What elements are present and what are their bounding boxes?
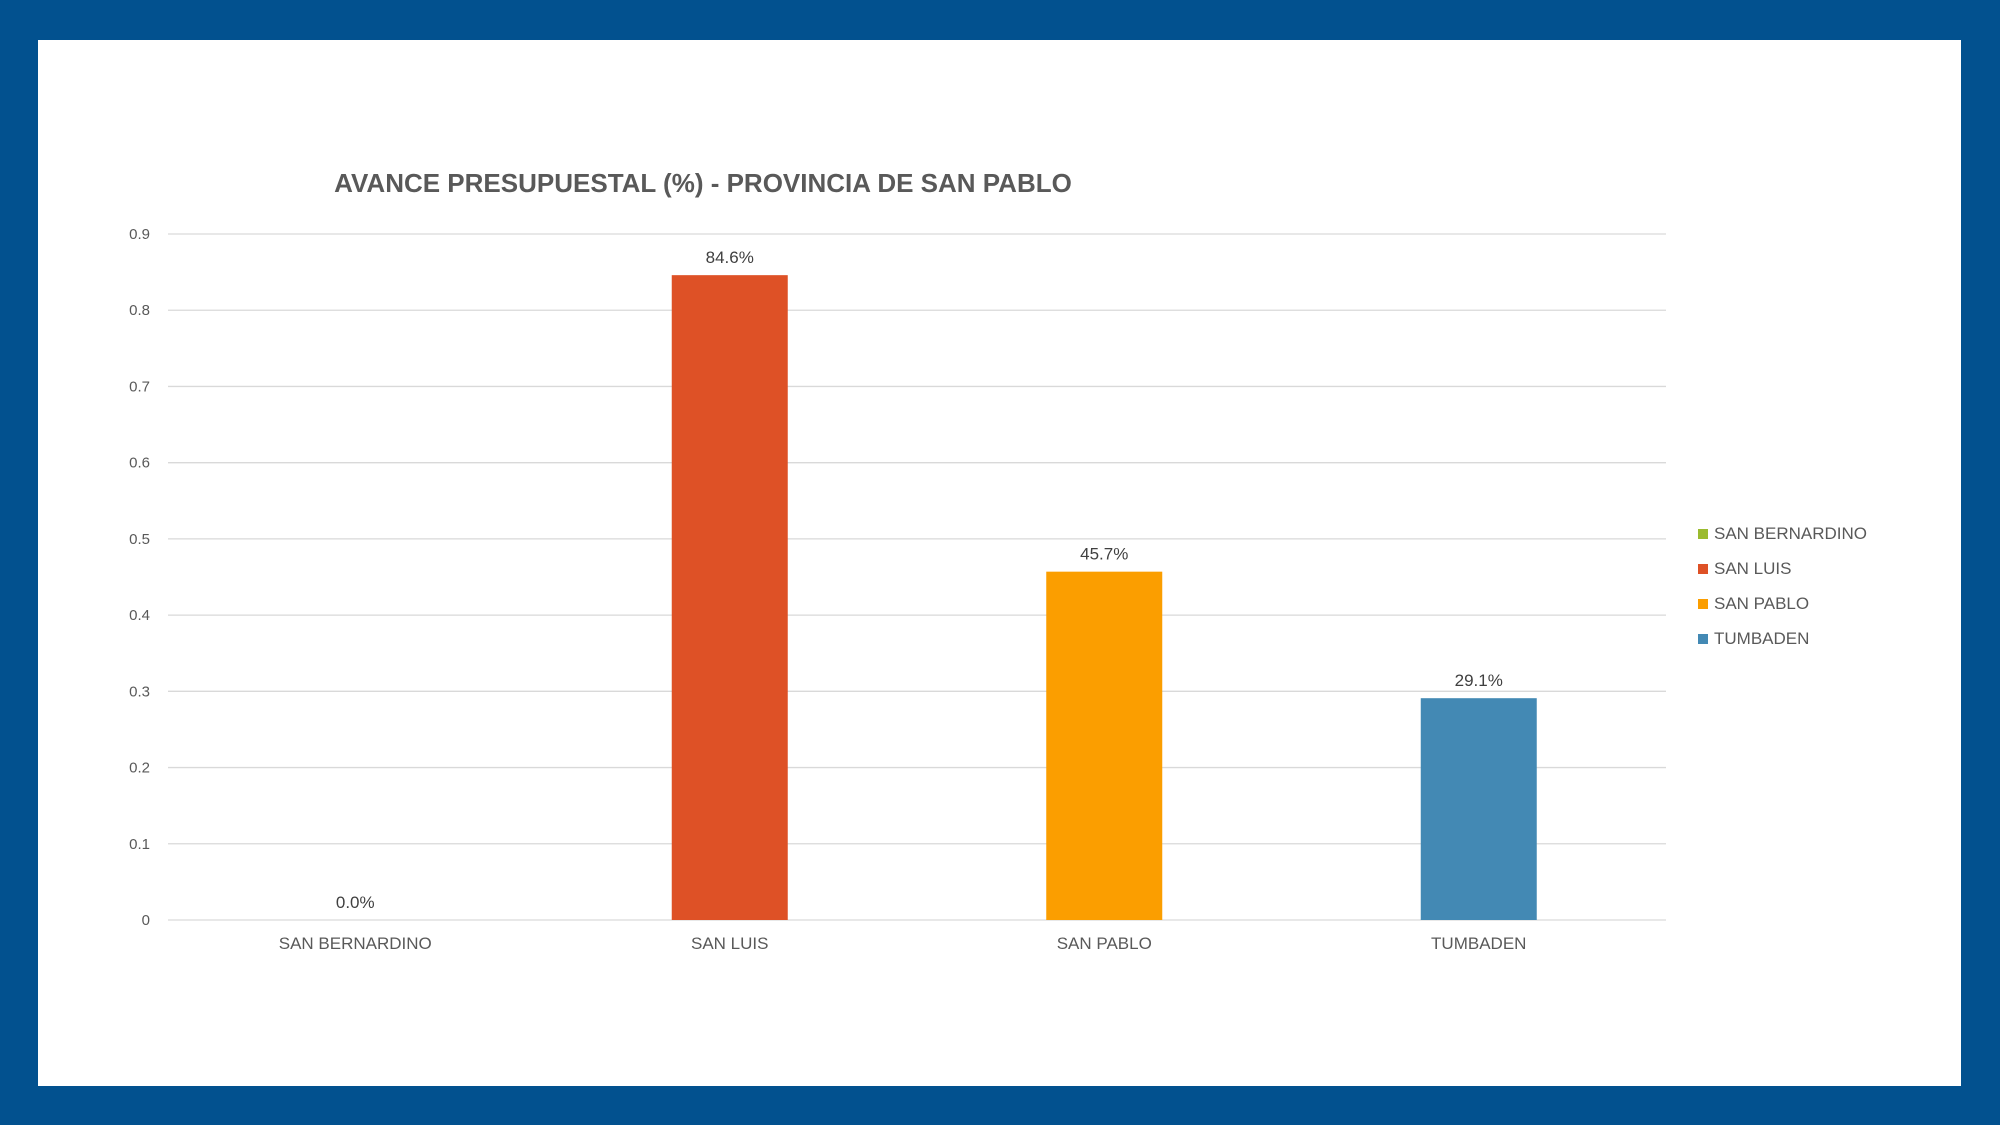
data-labels: 0.0% 84.6% 45.7% 29.1% <box>336 248 1503 912</box>
y-axis-ticks: 0 0.1 0.2 0.3 0.4 0.5 0.6 0.7 0.8 0.9 <box>129 226 150 929</box>
gridlines <box>168 233 1666 921</box>
bar-tumbaden <box>1420 698 1537 920</box>
y-tick-label: 0.9 <box>129 226 150 243</box>
chart-frame: AVANCE PRESUPUESTAL (%) - PROVINCIA DE S… <box>38 40 1961 1086</box>
legend-label: SAN BERNARDINO <box>1714 524 1867 543</box>
y-tick-label: 0.8 <box>129 302 150 319</box>
legend: SAN BERNARDINO SAN LUIS SAN PABLO TUMBADEN <box>1698 524 1867 648</box>
y-tick-label: 0.1 <box>129 836 150 853</box>
data-label: 0.0% <box>336 893 375 912</box>
legend-swatch <box>1698 599 1708 609</box>
x-category-label: TUMBADEN <box>1431 934 1526 953</box>
data-label: 29.1% <box>1455 671 1503 690</box>
bar-chart: AVANCE PRESUPUESTAL (%) - PROVINCIA DE S… <box>129 168 1867 953</box>
bars <box>671 275 1537 920</box>
legend-swatch <box>1698 529 1708 539</box>
data-label: 84.6% <box>706 248 754 267</box>
x-axis-categories: SAN BERNARDINO SAN LUIS SAN PABLO TUMBADEN <box>279 934 1527 953</box>
bar-san-luis <box>671 275 788 920</box>
y-tick-label: 0.5 <box>129 531 150 548</box>
chart-title: AVANCE PRESUPUESTAL (%) - PROVINCIA DE S… <box>334 168 1072 198</box>
x-category-label: SAN LUIS <box>691 934 768 953</box>
legend-label: TUMBADEN <box>1714 629 1809 648</box>
bar-san-pablo <box>1046 571 1163 920</box>
x-category-label: SAN PABLO <box>1057 934 1152 953</box>
legend-swatch <box>1698 634 1708 644</box>
legend-swatch <box>1698 564 1708 574</box>
y-tick-label: 0.6 <box>129 455 150 472</box>
y-tick-label: 0.4 <box>129 607 150 624</box>
y-tick-label: 0.7 <box>129 378 150 395</box>
legend-label: SAN PABLO <box>1714 594 1809 613</box>
data-label: 45.7% <box>1080 545 1128 564</box>
y-tick-label: 0.2 <box>129 760 150 777</box>
y-tick-label: 0.3 <box>129 683 150 700</box>
legend-label: SAN LUIS <box>1714 559 1791 578</box>
x-category-label: SAN BERNARDINO <box>279 934 432 953</box>
y-tick-label: 0 <box>142 912 150 929</box>
